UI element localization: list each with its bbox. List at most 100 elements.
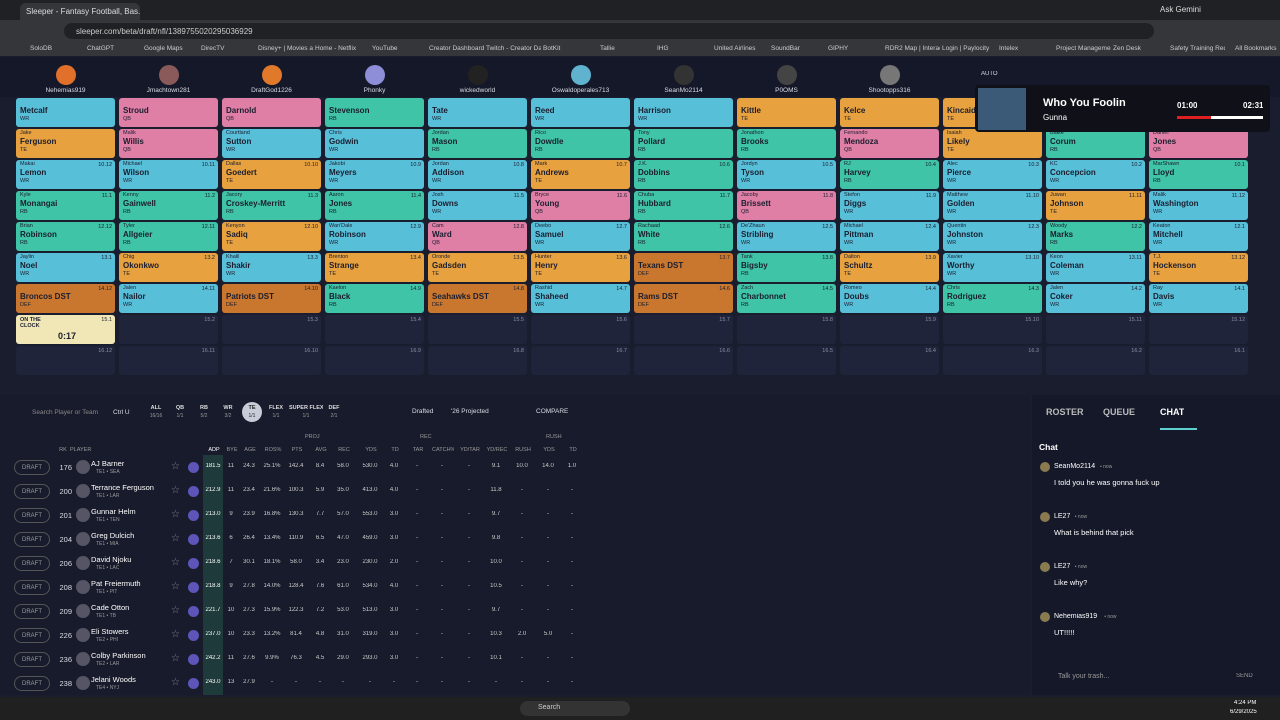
- draft-button[interactable]: DRAFT: [14, 508, 50, 523]
- draft-cell[interactable]: [531, 315, 630, 344]
- draft-cell[interactable]: [943, 253, 1042, 282]
- team-name[interactable]: Oswaldoperales713: [551, 87, 610, 94]
- draft-cell[interactable]: [1046, 160, 1145, 189]
- draft-cell[interactable]: [119, 98, 218, 127]
- draft-cell[interactable]: [634, 346, 733, 375]
- bookmark[interactable]: RDR2 Map | Interact...: [885, 45, 940, 52]
- draft-cell[interactable]: [16, 253, 115, 282]
- bookmark[interactable]: SoundBar: [771, 45, 800, 52]
- draft-cell[interactable]: [1149, 315, 1248, 344]
- draft-cell[interactable]: [428, 129, 527, 158]
- draft-cell[interactable]: [325, 346, 424, 375]
- draft-cell[interactable]: [222, 346, 321, 375]
- draft-cell[interactable]: [1046, 315, 1145, 344]
- player-name[interactable]: Cade Otton: [91, 603, 130, 612]
- draft-button[interactable]: DRAFT: [14, 652, 50, 667]
- draft-cell[interactable]: [325, 129, 424, 158]
- bookmark[interactable]: ChatGPT: [87, 45, 115, 52]
- draft-cell[interactable]: [531, 129, 630, 158]
- draft-cell[interactable]: [222, 222, 321, 251]
- draft-cell[interactable]: [1046, 191, 1145, 220]
- pos-filter[interactable]: WR: [223, 405, 233, 411]
- draft-cell[interactable]: [1046, 284, 1145, 313]
- draft-cell[interactable]: [1046, 222, 1145, 251]
- draft-button[interactable]: DRAFT: [14, 580, 50, 595]
- draft-cell[interactable]: [325, 253, 424, 282]
- projection-select[interactable]: '26 Projected: [451, 408, 489, 415]
- draft-cell[interactable]: [325, 284, 424, 313]
- draft-cell[interactable]: [943, 160, 1042, 189]
- pos-filter[interactable]: FLEX: [268, 405, 284, 411]
- draft-cell[interactable]: [1149, 129, 1248, 158]
- draft-cell[interactable]: [428, 222, 527, 251]
- draft-cell[interactable]: [840, 160, 939, 189]
- draft-cell[interactable]: [428, 98, 527, 127]
- player-name[interactable]: Terrance Ferguson: [91, 483, 154, 492]
- all-bookmarks[interactable]: All Bookmarks: [1235, 45, 1277, 52]
- pos-filter[interactable]: TE: [248, 405, 256, 411]
- taskbar-search[interactable]: Search: [520, 701, 630, 716]
- draft-cell[interactable]: [16, 129, 115, 158]
- bookmark[interactable]: Safety Training Req...: [1170, 45, 1225, 52]
- bookmark[interactable]: DirecTV: [201, 45, 225, 52]
- team-name[interactable]: Shootopps316: [868, 87, 911, 94]
- draft-cell[interactable]: [16, 284, 115, 313]
- draft-cell[interactable]: [222, 284, 321, 313]
- draft-cell[interactable]: [428, 191, 527, 220]
- draft-cell[interactable]: [119, 315, 218, 344]
- draft-cell[interactable]: [16, 315, 115, 344]
- compare-button[interactable]: COMPARE: [536, 408, 569, 415]
- bookmark[interactable]: United Airlines: [714, 45, 756, 52]
- team-name[interactable]: Nehemias919: [45, 87, 86, 94]
- draft-cell[interactable]: [840, 191, 939, 220]
- tab[interactable]: QUEUE: [1103, 407, 1136, 417]
- bookmark[interactable]: Disney+ | Movies an...: [258, 45, 313, 52]
- bookmark[interactable]: GIPHY: [828, 45, 849, 52]
- draft-cell[interactable]: [737, 222, 836, 251]
- draft-cell[interactable]: [119, 346, 218, 375]
- draft-cell[interactable]: [943, 222, 1042, 251]
- draft-cell[interactable]: [222, 253, 321, 282]
- draft-cell[interactable]: [737, 346, 836, 375]
- tab[interactable]: CHAT: [1160, 407, 1185, 417]
- draft-cell[interactable]: [1149, 284, 1248, 313]
- draft-cell[interactable]: [1046, 129, 1145, 158]
- team-name[interactable]: DraftGod1226: [251, 87, 292, 94]
- bookmark[interactable]: Zen Desk: [1113, 45, 1141, 52]
- tab[interactable]: ROSTER: [1046, 407, 1084, 417]
- draft-cell[interactable]: [325, 160, 424, 189]
- player-name[interactable]: Greg Dulcich: [91, 531, 135, 540]
- tab[interactable]: Sleeper - Fantasy Football, Bas...: [20, 3, 140, 20]
- pos-filter[interactable]: ALL: [150, 405, 162, 411]
- draft-cell[interactable]: [16, 346, 115, 375]
- draft-cell[interactable]: [840, 98, 939, 127]
- pos-filter[interactable]: RB: [200, 405, 208, 411]
- team-name[interactable]: wickedworld: [459, 87, 496, 94]
- draft-cell[interactable]: [119, 253, 218, 282]
- player-name[interactable]: Eli Stowers: [91, 627, 129, 636]
- draft-cell[interactable]: [634, 98, 733, 127]
- draft-cell[interactable]: [1046, 346, 1145, 375]
- send-button[interactable]: SEND: [1236, 673, 1253, 679]
- player-name[interactable]: Colby Parkinson: [91, 651, 146, 660]
- search-input[interactable]: Search Player or Team: [32, 409, 98, 416]
- draft-button[interactable]: DRAFT: [14, 532, 50, 547]
- draft-cell[interactable]: [737, 160, 836, 189]
- draft-button[interactable]: DRAFT: [14, 676, 50, 691]
- draft-cell[interactable]: [840, 253, 939, 282]
- draft-cell[interactable]: [16, 160, 115, 189]
- player-name[interactable]: AJ Barner: [91, 459, 125, 468]
- pos-filter[interactable]: QB: [175, 405, 185, 411]
- draft-cell[interactable]: [16, 222, 115, 251]
- bookmark[interactable]: Intelex: [999, 45, 1019, 52]
- draft-cell[interactable]: [943, 129, 1042, 158]
- draft-cell[interactable]: [634, 253, 733, 282]
- url-bar[interactable]: sleeper.com/beta/draft/nfl/1389755020295…: [64, 23, 1154, 39]
- pos-filter[interactable]: SUPER FLEX: [289, 405, 323, 411]
- bookmark[interactable]: Login | Paylocity: [942, 45, 990, 52]
- draft-cell[interactable]: [737, 253, 836, 282]
- player-name[interactable]: Gunnar Helm: [91, 507, 136, 516]
- draft-cell[interactable]: [428, 160, 527, 189]
- draft-cell[interactable]: [943, 284, 1042, 313]
- draft-cell[interactable]: [531, 98, 630, 127]
